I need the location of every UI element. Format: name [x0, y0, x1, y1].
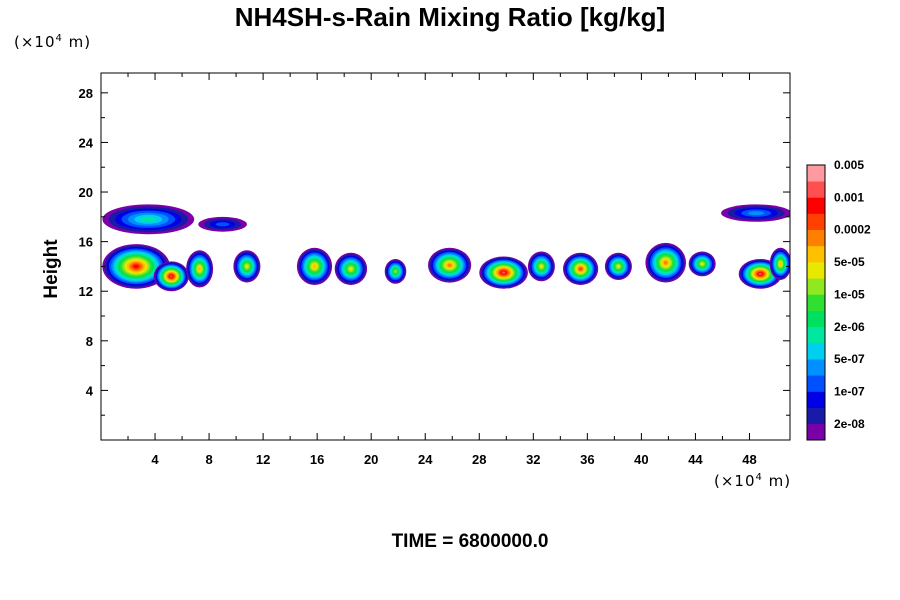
x-units-suffix: m) — [762, 472, 792, 490]
colorbar: 2e-08 1e-07 5e-07 2e-06 1e-05 5e-05 0.0002 0.00… — [806, 158, 871, 441]
y-tick-label: 8 — [86, 334, 93, 349]
colorbar-label: 0.001 — [834, 190, 864, 204]
y-units-prefix: (×10 — [14, 33, 56, 51]
colorbar-swatch — [807, 310, 825, 328]
x-tick-label: 40 — [634, 452, 648, 467]
mixing-ratio-field — [102, 204, 790, 292]
colorbar-label: 1e-05 — [834, 287, 865, 301]
plot-frame — [100, 72, 791, 441]
y-tick-label: 28 — [79, 86, 93, 101]
y-tick-label: 20 — [79, 185, 93, 200]
colorbar-label: 0.0002 — [834, 223, 871, 237]
colorbar-label: 2e-06 — [834, 320, 865, 334]
x-tick-label: 4 — [151, 452, 159, 467]
colorbar-frame — [806, 164, 826, 441]
field-contour-4-level-11 — [312, 264, 317, 269]
colorbar-swatch — [807, 326, 825, 344]
x-tick-label: 20 — [364, 452, 378, 467]
field-contour-11-level-10 — [617, 264, 620, 268]
y-axis-units: (×104 m) — [14, 33, 91, 51]
y-tick-label: 4 — [86, 383, 94, 398]
x-tick-label: 48 — [742, 452, 756, 467]
colorbar-swatch — [807, 229, 825, 247]
colorbar-swatch — [807, 197, 825, 214]
x-tick-label: 8 — [205, 452, 212, 467]
y-tick-label: 12 — [79, 284, 93, 299]
colorbar-label: 5e-05 — [834, 255, 865, 269]
field-contour-2-level-11 — [198, 267, 201, 271]
colorbar-swatch — [807, 342, 825, 360]
colorbar-swatch — [807, 165, 825, 182]
colorbar-swatch — [807, 423, 825, 441]
field-contour-10-level-13 — [579, 267, 583, 271]
y-tick-label: 24 — [79, 135, 94, 150]
colorbar-label: 2e-08 — [834, 417, 865, 431]
field-contour-0-level-14 — [133, 264, 139, 269]
field-contour-18-level-4 — [748, 211, 765, 216]
colorbar-swatch — [807, 391, 825, 408]
colorbar-label: 5e-07 — [834, 352, 865, 366]
chart-title: NH4SH-s-Rain Mixing Ratio [kg/kg] — [234, 2, 666, 32]
field-contour-14-level-15 — [758, 272, 762, 275]
y-units-exponent: 4 — [55, 33, 63, 44]
field-contour-17-level-3 — [215, 222, 230, 227]
field-contour-3-level-10 — [245, 264, 249, 269]
colorbar-swatch — [807, 407, 825, 425]
x-units-exponent: 4 — [755, 472, 763, 483]
colorbar-swatch — [807, 294, 825, 311]
colorbar-swatch — [807, 278, 825, 295]
x-tick-label: 16 — [310, 452, 324, 467]
field-contour-5-level-10 — [349, 267, 353, 271]
x-axis-units: (×104 m) — [714, 472, 791, 490]
field-contour-12-level-12 — [663, 260, 668, 265]
field-contour-16-level-6 — [140, 216, 156, 222]
field-contour-7-level-12 — [447, 263, 452, 267]
field-contour-8-level-15 — [501, 271, 506, 274]
field-contour-15-level-11 — [779, 262, 782, 266]
colorbar-label: 1e-07 — [834, 385, 865, 399]
colorbar-swatch — [807, 262, 825, 279]
colorbar-swatch — [807, 375, 825, 392]
field-contour-1-level-15 — [170, 275, 173, 278]
x-units-prefix: (×10 — [714, 472, 756, 490]
field-contour-13-level-10 — [700, 262, 704, 266]
x-tick-label: 24 — [418, 452, 433, 467]
y-tick-label: 16 — [79, 235, 93, 250]
colorbar-swatch — [807, 213, 825, 230]
x-tick-label: 28 — [472, 452, 486, 467]
y-units-suffix: m) — [62, 33, 92, 51]
x-tick-label: 36 — [580, 452, 594, 467]
colorbar-label: 0.005 — [834, 158, 864, 172]
colorbar-swatch — [807, 181, 825, 198]
field-contour-9-level-10 — [540, 264, 543, 268]
colorbar-swatch — [807, 245, 825, 263]
field-contour-6-level-9 — [394, 269, 397, 273]
x-tick-label: 44 — [688, 452, 703, 467]
x-tick-label: 32 — [526, 452, 540, 467]
time-label: TIME = 6800000.0 — [391, 531, 549, 552]
x-tick-label: 12 — [256, 452, 270, 467]
colorbar-swatch — [807, 359, 825, 376]
